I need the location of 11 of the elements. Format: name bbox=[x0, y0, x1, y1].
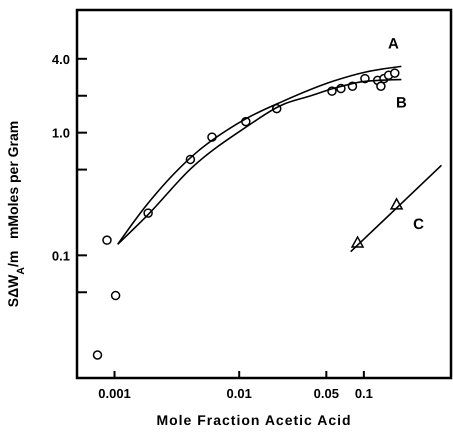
x-tick-label: 0.001 bbox=[98, 386, 131, 401]
x-tick-label: 0.01 bbox=[226, 386, 252, 401]
y-tick-label: 1.0 bbox=[52, 126, 70, 141]
x-tick-label: 0.05 bbox=[314, 386, 339, 401]
series-label: A bbox=[388, 35, 399, 52]
y-tick-label: 0.1 bbox=[52, 248, 70, 264]
series-label: B bbox=[396, 94, 407, 112]
series-label: C bbox=[413, 216, 424, 233]
x-axis-title: Mole Fraction Acetic Acid bbox=[156, 412, 352, 428]
x-tick-label: 0.1 bbox=[354, 386, 373, 401]
y-tick-label: 4.0 bbox=[52, 52, 70, 67]
